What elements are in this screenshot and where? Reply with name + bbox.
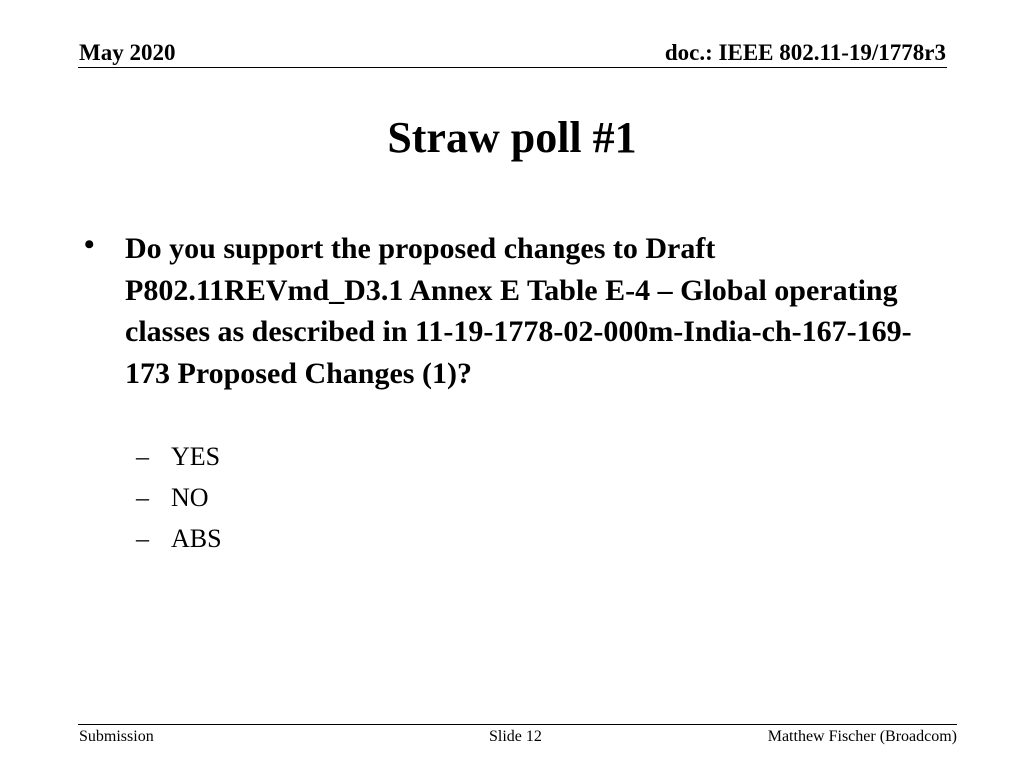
- header-divider: [78, 67, 947, 68]
- footer-divider: [78, 724, 957, 725]
- poll-question: Do you support the proposed changes to D…: [125, 232, 912, 390]
- footer-submission: Submission: [79, 728, 154, 745]
- header-doc-id: doc.: IEEE 802.11-19/1778r3: [664, 40, 946, 65]
- footer-author: Matthew Fischer (Broadcom): [767, 728, 957, 745]
- option-label: ABS: [171, 524, 222, 553]
- dash-glyph: –: [136, 483, 149, 512]
- option-label: NO: [171, 483, 209, 512]
- slide-title: Straw poll #1: [387, 113, 637, 162]
- poll-option-no: – NO: [0, 483, 400, 515]
- poll-option-abs: – ABS: [0, 524, 400, 556]
- option-label: YES: [171, 442, 221, 471]
- dash-glyph: –: [136, 442, 149, 471]
- bullet-glyph: •: [84, 228, 95, 261]
- header-date: May 2020: [79, 40, 176, 65]
- poll-option-yes: – YES: [0, 442, 400, 474]
- dash-glyph: –: [136, 524, 149, 553]
- footer-slide-number: Slide 12: [489, 728, 542, 745]
